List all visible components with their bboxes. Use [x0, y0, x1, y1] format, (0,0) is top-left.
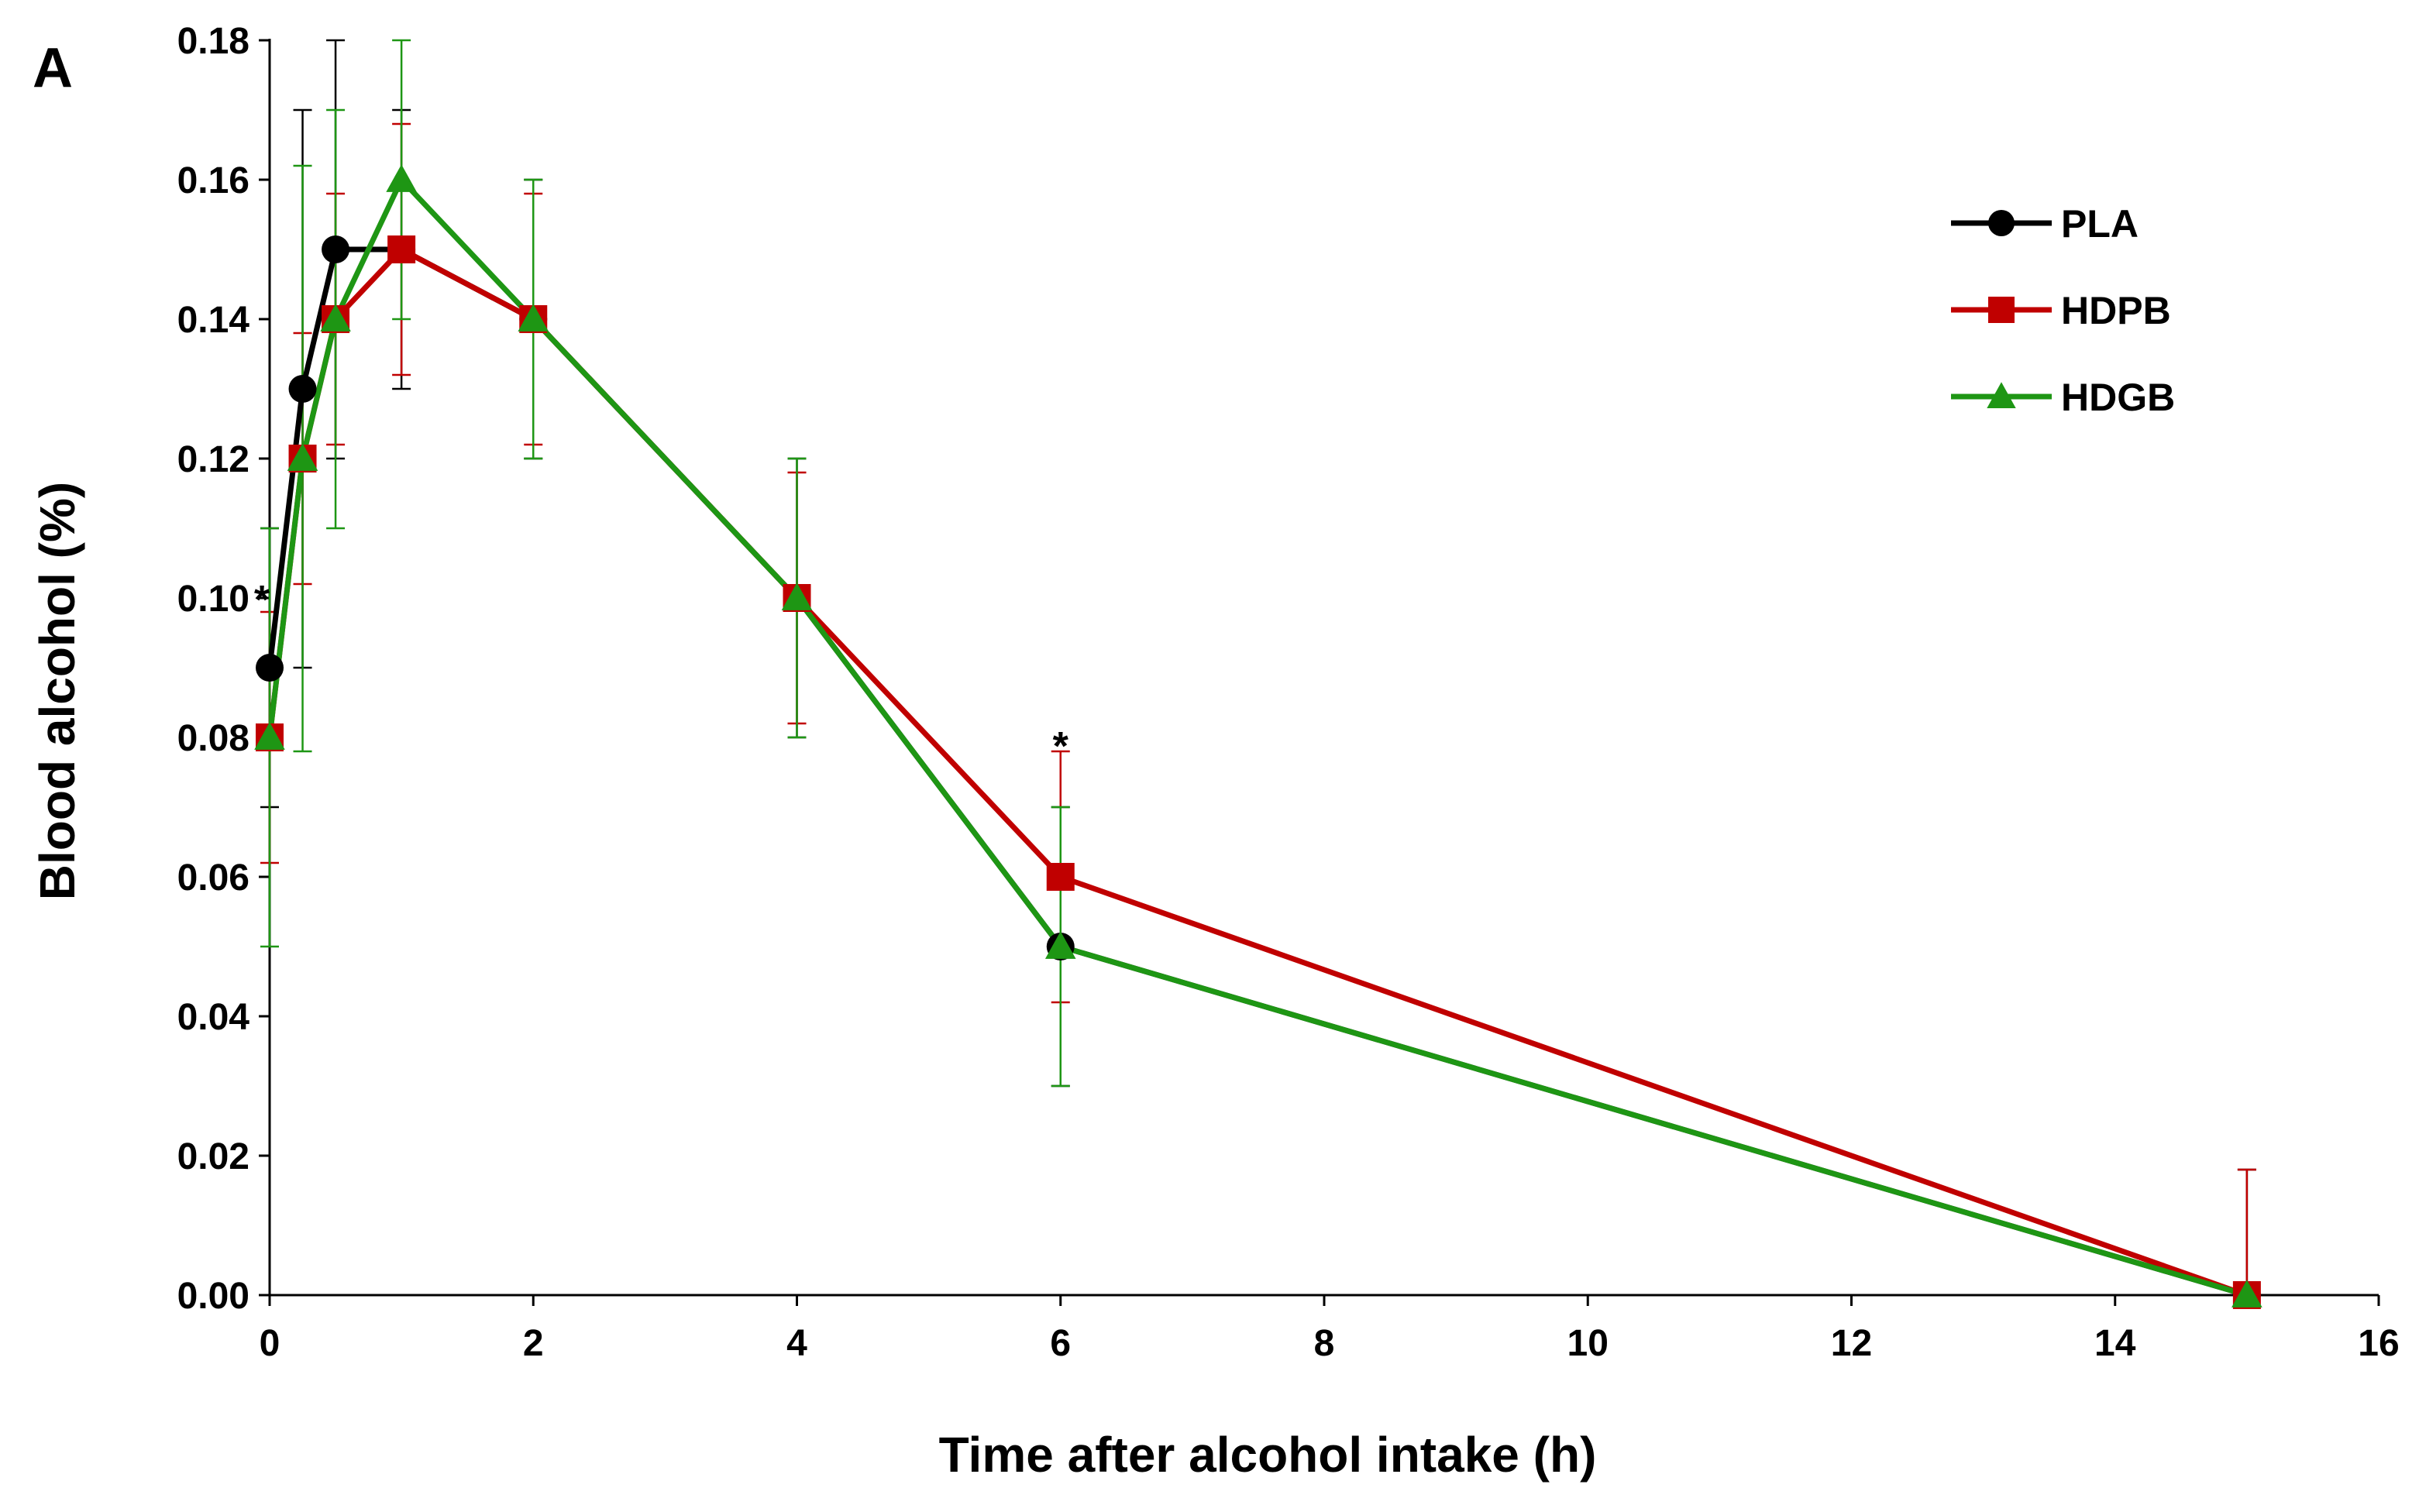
error-bars	[260, 39, 2256, 1295]
x-tick-label: 2	[523, 1323, 544, 1364]
data-point-hdpb	[1046, 863, 1075, 891]
data-point-hdgb	[320, 304, 351, 332]
x-tick-label: 0	[260, 1323, 280, 1364]
data-point-hdgb	[254, 722, 285, 750]
x-tick-label: 4	[786, 1323, 807, 1364]
x-tick-label: 6	[1050, 1323, 1071, 1364]
y-tick-label: 0.18	[177, 21, 249, 62]
data-point-hdgb	[518, 304, 549, 332]
y-tick-label: 0.14	[177, 300, 250, 341]
x-tick-label: 12	[1831, 1323, 1872, 1364]
x-tick-label: 8	[1314, 1323, 1335, 1364]
data-point-hdgb	[2231, 1280, 2262, 1308]
data-point-hdgb	[386, 164, 417, 192]
y-tick-label: 0.06	[177, 857, 249, 899]
legend-marker-hdpb	[1988, 297, 2015, 323]
panel-label: A	[33, 37, 73, 99]
series-line-hdpb	[267, 246, 2249, 1298]
x-axis-title: Time after alcohol intake (h)	[939, 1427, 1597, 1483]
y-tick-label: 0.00	[177, 1276, 249, 1317]
data-point-hdgb	[781, 582, 813, 610]
legend-marker-pla	[1988, 210, 2015, 236]
x-tick-label: 16	[2358, 1323, 2399, 1364]
legend-marker-hdgb	[1987, 382, 2016, 408]
y-tick-label: 0.08	[177, 718, 249, 759]
x-tick-label: 10	[1567, 1323, 1609, 1364]
y-tick-label: 0.16	[177, 160, 249, 201]
legend-label-hdpb: HDPB	[2061, 289, 2171, 332]
series-line-pla	[267, 246, 2248, 1298]
data-point-hdgb	[1044, 931, 1076, 959]
data-point-hdgb	[287, 443, 318, 471]
legend-label-pla: PLA	[2061, 202, 2139, 246]
data-point-pla	[322, 235, 350, 263]
y-tick-label: 0.12	[177, 439, 249, 480]
y-tick-label: 0.02	[177, 1136, 249, 1177]
series-lines	[267, 177, 2249, 1298]
x-tick-label: 14	[2094, 1323, 2136, 1364]
legend: PLA HDPB HDGB	[1951, 202, 2175, 419]
y-axis-title: Blood alcohol (%)	[29, 482, 85, 900]
annotations: **	[254, 578, 1069, 769]
significance-star: *	[254, 578, 270, 623]
y-tick-label: 0.10	[177, 579, 249, 620]
axes: 0.00 0.02 0.04 0.06 0.08 0.10 0.12 0.14 0.16 0.18…	[177, 21, 2400, 1364]
series-line-hdgb	[267, 177, 2248, 1298]
data-point-pla	[288, 375, 317, 403]
y-tick-label: 0.04	[177, 997, 250, 1038]
data-point-hdpb	[387, 235, 416, 263]
legend-label-hdgb: HDGB	[2061, 376, 2175, 419]
significance-star: *	[1053, 724, 1069, 769]
series-markers	[254, 164, 2262, 1309]
data-point-pla	[256, 654, 284, 682]
